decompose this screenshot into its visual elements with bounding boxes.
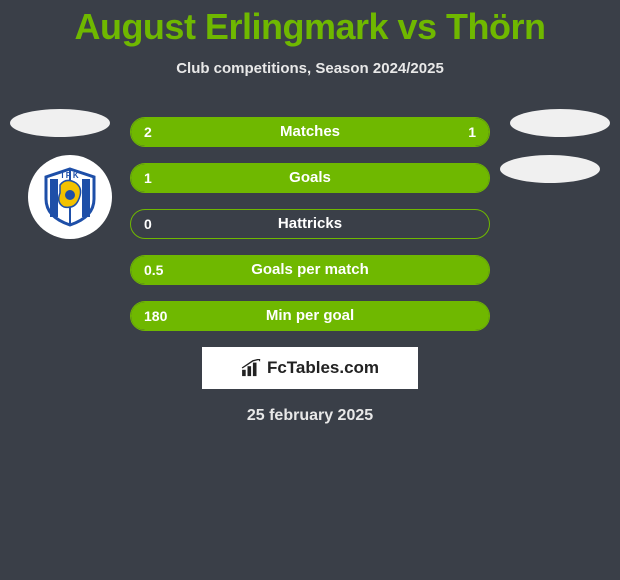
player-photo-left-placeholder xyxy=(10,109,110,137)
club-badge-left: I F K xyxy=(20,155,120,243)
stat-label: Goals per match xyxy=(130,255,490,285)
stat-value-left: 1 xyxy=(144,163,152,193)
stat-row: Hattricks0 xyxy=(130,209,490,239)
subtitle: Club competitions, Season 2024/2025 xyxy=(0,60,620,77)
date-label: 25 february 2025 xyxy=(10,407,610,425)
brand-attribution: FcTables.com xyxy=(202,347,418,389)
stat-row: Goals1 xyxy=(130,163,490,193)
stats-list: Matches21Goals1Hattricks0Goals per match… xyxy=(130,117,490,331)
stat-row: Min per goal180 xyxy=(130,301,490,331)
club-badge-right-placeholder xyxy=(500,155,600,183)
stat-label: Matches xyxy=(130,117,490,147)
club-badge-circle: I F K xyxy=(28,155,112,239)
stat-value-right: 1 xyxy=(468,117,476,147)
club-crest-icon: I F K xyxy=(40,167,100,227)
comparison-content: I F K Matches21Goals1Hattricks0Goals per… xyxy=(0,117,620,425)
bar-chart-icon xyxy=(241,359,263,377)
stat-value-left: 0.5 xyxy=(144,255,163,285)
stat-value-left: 2 xyxy=(144,117,152,147)
stat-value-left: 0 xyxy=(144,209,152,239)
stat-value-left: 180 xyxy=(144,301,167,331)
player-photo-right-placeholder xyxy=(510,109,610,137)
stat-label: Min per goal xyxy=(130,301,490,331)
stat-label: Hattricks xyxy=(130,209,490,239)
stat-label: Goals xyxy=(130,163,490,193)
stat-row: Matches2 1 xyxy=(130,117,490,147)
svg-text:I F K: I F K xyxy=(61,171,79,180)
page-title: August Erlingmark vs Thörn xyxy=(0,0,620,48)
stat-row: Goals per match0.5 xyxy=(130,255,490,285)
brand-text: FcTables.com xyxy=(267,358,379,378)
